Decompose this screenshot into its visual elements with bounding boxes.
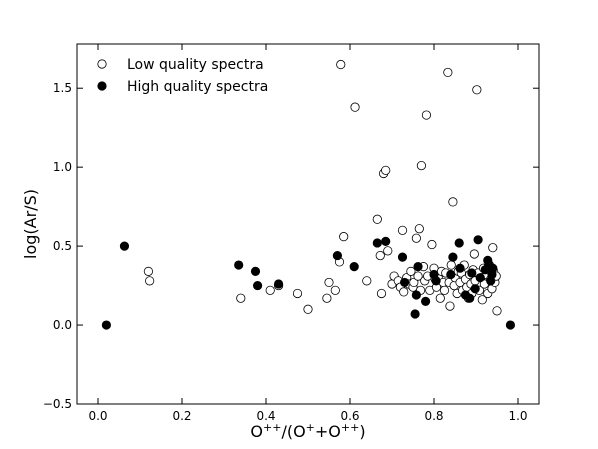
axis-ticks: 0.0 0.2 0.4 0.6 0.8 1.0 −0.5 0.0 0.5 1.0 1.5 xyxy=(43,44,539,423)
x-tick-label: 0.6 xyxy=(340,409,359,423)
y-tick-label: 0.5 xyxy=(53,239,72,253)
low-quality-point xyxy=(421,110,432,120)
legend-label-high-quality: High quality spectra xyxy=(127,79,268,95)
high-quality-point xyxy=(101,320,112,330)
low-quality-point xyxy=(265,285,275,295)
low-quality-point xyxy=(472,85,482,95)
high-quality-point xyxy=(465,293,475,303)
low-quality-point xyxy=(143,266,153,276)
low-quality-point xyxy=(236,293,246,303)
high-quality-point xyxy=(253,280,263,291)
low-quality-point xyxy=(375,250,385,261)
y-tick-label: −0.5 xyxy=(43,397,72,411)
low-quality-point xyxy=(492,306,502,316)
low-quality-point xyxy=(416,160,426,171)
low-quality-point xyxy=(446,260,456,270)
low-quality-point xyxy=(445,301,455,311)
high-quality-point xyxy=(349,262,359,272)
high-quality-point xyxy=(234,260,244,270)
low-quality-point xyxy=(324,277,334,288)
x-tick-label: 1.0 xyxy=(508,409,527,423)
low-quality-point xyxy=(362,276,372,286)
low-quality-point xyxy=(330,285,340,295)
low-quality-point xyxy=(339,232,349,242)
low-quality-point xyxy=(372,214,382,224)
y-tick-label: 1.5 xyxy=(53,81,72,95)
low-quality-point xyxy=(414,224,424,234)
x-tick-label: 0.0 xyxy=(88,409,107,423)
x-tick-label: 0.8 xyxy=(424,409,443,423)
legend-marker-low-quality xyxy=(97,59,107,69)
y-axis-title: log(Ar/S) xyxy=(21,189,40,259)
low-quality-point xyxy=(397,225,408,235)
high-quality-point xyxy=(448,252,458,262)
low-quality-point xyxy=(448,197,458,207)
legend-label-low-quality: Low quality spectra xyxy=(127,57,264,73)
low-quality-point xyxy=(406,266,416,276)
low-quality-point xyxy=(383,246,393,256)
low-quality-point xyxy=(439,285,450,295)
high-quality-point xyxy=(410,309,420,319)
y-tick-label: 0.0 xyxy=(53,318,72,332)
data-points xyxy=(101,59,516,330)
high-quality-point xyxy=(455,263,465,273)
low-quality-point xyxy=(488,243,498,253)
high-quality-point xyxy=(446,269,456,280)
low-quality-point xyxy=(413,271,423,281)
low-quality-point xyxy=(427,239,437,250)
low-quality-point xyxy=(292,288,303,299)
high-quality-point xyxy=(399,277,410,288)
low-quality-point xyxy=(409,277,419,288)
low-quality-point xyxy=(399,287,409,297)
high-quality-point xyxy=(372,238,382,248)
low-quality-point xyxy=(435,293,445,303)
low-quality-point xyxy=(350,102,360,112)
high-quality-point xyxy=(413,262,423,272)
plot-frame xyxy=(76,43,540,405)
low-quality-point xyxy=(303,304,313,314)
high-quality-point xyxy=(475,273,485,283)
low-quality-point xyxy=(469,249,479,259)
high-quality-point xyxy=(470,284,480,294)
high-quality-point xyxy=(332,250,342,261)
low-quality-point xyxy=(411,233,421,243)
low-quality-point xyxy=(376,288,387,299)
high-quality-point xyxy=(431,276,441,286)
high-quality-point xyxy=(397,252,408,262)
high-quality-point xyxy=(505,320,516,330)
high-quality-point xyxy=(454,238,464,248)
low-quality-point xyxy=(381,165,391,175)
low-quality-point xyxy=(477,295,487,305)
high-quality-point xyxy=(473,235,483,245)
y-tick-label: 1.0 xyxy=(53,160,72,174)
legend-marker-high-quality xyxy=(97,81,107,91)
low-quality-point xyxy=(336,59,346,70)
high-quality-point xyxy=(273,279,284,289)
legend: Low quality spectra High quality spectra xyxy=(97,57,268,95)
high-quality-point xyxy=(467,268,477,278)
low-quality-point xyxy=(322,293,332,303)
high-quality-point xyxy=(381,236,391,246)
x-axis-title: O++/(O++O++) xyxy=(250,421,365,442)
x-tick-label: 0.4 xyxy=(256,409,275,423)
high-quality-point xyxy=(250,266,261,276)
high-quality-point xyxy=(411,290,421,300)
high-quality-point xyxy=(420,296,431,306)
low-quality-point xyxy=(443,67,453,78)
high-quality-point xyxy=(488,263,498,273)
low-quality-point xyxy=(145,276,155,286)
high-quality-point xyxy=(119,241,130,251)
x-tick-label: 0.2 xyxy=(172,409,191,423)
